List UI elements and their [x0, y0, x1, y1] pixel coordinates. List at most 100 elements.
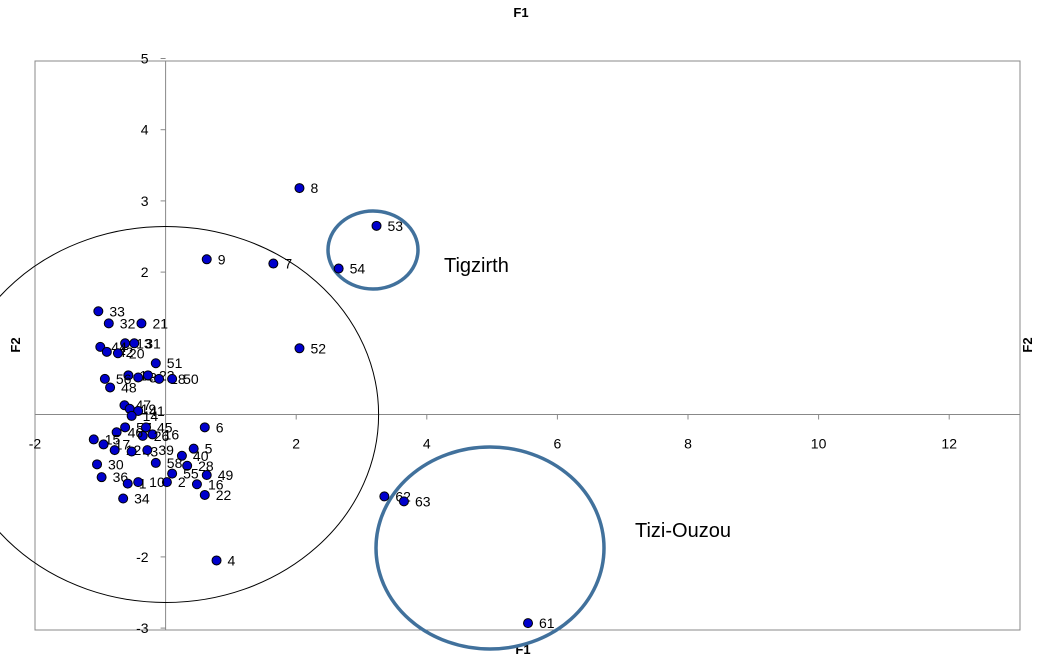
- data-point-label: 15: [105, 431, 121, 447]
- data-points: 8539754333221521331444220511132318505648…: [88, 180, 555, 631]
- data-point-label: 2: [178, 474, 186, 490]
- data-point: [101, 346, 112, 357]
- data-point-label: 32: [120, 315, 136, 331]
- data-point-label: 48: [121, 379, 137, 395]
- x-tick-label: 10: [811, 436, 827, 452]
- x-tick-label: 4: [423, 436, 431, 452]
- data-point-label: 30: [108, 456, 124, 472]
- data-point: [133, 477, 144, 488]
- data-point-label: 20: [129, 345, 145, 361]
- data-point-label: 26: [154, 428, 170, 444]
- data-point: [123, 370, 134, 381]
- data-point-label: 56: [116, 371, 132, 387]
- data-point: [371, 220, 382, 231]
- data-point-label: 45: [157, 419, 173, 435]
- data-point: [133, 372, 144, 383]
- data-point-label: 10: [149, 474, 165, 490]
- data-point-label: 14: [143, 408, 159, 424]
- y-tick-label: 2: [141, 264, 149, 280]
- data-point-label: 54: [350, 261, 366, 277]
- x-tick-label: 12: [941, 436, 957, 452]
- data-point: [268, 258, 279, 269]
- data-point: [161, 477, 172, 488]
- data-point: [182, 460, 193, 471]
- data-point: [201, 254, 212, 265]
- data-point: [199, 422, 210, 433]
- x-tick-label: 6: [554, 436, 562, 452]
- data-point-label: 9: [218, 251, 226, 267]
- data-point: [150, 358, 161, 369]
- data-point-label: 8: [310, 180, 318, 196]
- data-point-label: 19: [141, 401, 157, 417]
- region-label: Tizi-Ouzou: [635, 520, 731, 542]
- data-point-label: 50: [183, 371, 199, 387]
- data-point: [201, 470, 212, 481]
- data-point: [120, 422, 131, 433]
- data-point-label: 16: [208, 476, 224, 492]
- data-point-label: 63: [415, 493, 431, 509]
- data-point-label: 41: [149, 403, 165, 419]
- y-axis-title-left: F2: [8, 337, 23, 352]
- data-point: [112, 348, 123, 359]
- data-point: [109, 445, 120, 456]
- data-point-label: 6: [216, 419, 224, 435]
- data-point: [103, 318, 114, 329]
- data-point-label: 61: [539, 615, 555, 631]
- data-point: [199, 489, 210, 500]
- y-tick-label: 3: [141, 193, 149, 209]
- region-label: Tigzirth: [444, 255, 509, 277]
- x-tick-label: 8: [684, 436, 692, 452]
- x-tick-label: 2: [292, 436, 300, 452]
- y-tick-label: 4: [141, 122, 149, 138]
- data-point: [147, 429, 158, 440]
- data-point-label: 21: [152, 315, 168, 331]
- y-tick-label: 5: [141, 51, 149, 67]
- data-point: [176, 450, 187, 461]
- y-axis-title-right: F2: [1020, 337, 1035, 352]
- data-point-label: 33: [109, 303, 125, 319]
- region-circles: Tigzirth Tizi-Ouzou: [0, 209, 731, 651]
- chart-title: F1: [513, 5, 528, 20]
- data-point-label: 4: [228, 552, 236, 568]
- data-point-label: 3: [149, 369, 157, 385]
- data-point: [154, 373, 165, 384]
- data-point: [129, 338, 140, 349]
- data-point-label: 53: [388, 218, 404, 234]
- data-point-label: 22: [216, 487, 232, 503]
- data-point-label: 13: [136, 335, 152, 351]
- data-point: [294, 343, 305, 354]
- main-cluster-ellipse: [0, 226, 380, 603]
- data-point: [141, 422, 152, 433]
- data-point-label: 52: [310, 340, 326, 356]
- data-point: [92, 459, 103, 470]
- data-point: [523, 618, 534, 629]
- data-point-label: 39: [158, 442, 174, 458]
- data-point: [211, 555, 222, 566]
- data-point: [122, 478, 133, 489]
- data-point: [142, 370, 153, 381]
- tizi-ouzou-circle: [374, 445, 606, 651]
- data-point: [88, 434, 99, 445]
- data-point: [118, 493, 129, 504]
- data-point: [93, 306, 104, 317]
- data-point: [98, 439, 109, 450]
- data-point: [167, 373, 178, 384]
- y-tick-label: -2: [136, 549, 149, 565]
- data-point-label: 34: [134, 491, 150, 507]
- data-point-label: 40: [193, 448, 209, 464]
- y-tick-label: -3: [136, 620, 149, 636]
- data-point-label: 16: [164, 426, 180, 442]
- data-point: [111, 427, 122, 438]
- data-point-label: 7: [284, 256, 292, 272]
- data-point: [142, 445, 153, 456]
- data-point: [150, 457, 161, 468]
- data-point: [167, 468, 178, 479]
- data-point-label: 55: [183, 466, 199, 482]
- data-point: [126, 410, 137, 421]
- data-point-label: 46: [128, 424, 144, 440]
- data-point: [398, 496, 409, 507]
- data-point: [188, 443, 199, 454]
- data-point: [133, 405, 144, 416]
- data-point-label: 31: [145, 335, 161, 351]
